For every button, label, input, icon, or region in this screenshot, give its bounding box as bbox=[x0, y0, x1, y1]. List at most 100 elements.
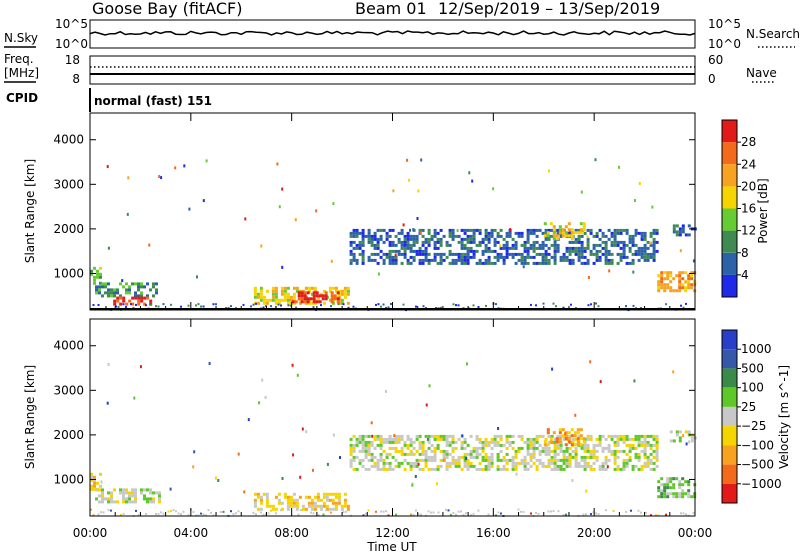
echo-cell bbox=[505, 452, 509, 456]
echo-cell bbox=[487, 249, 491, 253]
echo-cell bbox=[152, 282, 155, 286]
echo-cell bbox=[601, 246, 605, 250]
echo-cell bbox=[675, 430, 679, 434]
echo-cell bbox=[589, 449, 593, 453]
echo-cell bbox=[576, 428, 580, 432]
echo-cell bbox=[589, 464, 593, 468]
echo-cell bbox=[460, 243, 464, 247]
colorbar-segment bbox=[722, 208, 737, 231]
echo-cell bbox=[675, 495, 679, 499]
echo-cell bbox=[367, 255, 371, 259]
echo-cell bbox=[570, 237, 574, 241]
echo-cell bbox=[604, 258, 608, 262]
echo-cell bbox=[496, 258, 500, 262]
echo-cell bbox=[571, 455, 575, 459]
echo-cell bbox=[607, 443, 611, 447]
echo-cell bbox=[262, 306, 265, 309]
echo-cell bbox=[604, 437, 608, 441]
echo-cell bbox=[643, 437, 647, 441]
echo-cell bbox=[487, 513, 490, 516]
echo-cell bbox=[628, 446, 632, 450]
echo-cell bbox=[487, 237, 491, 241]
echo-cell bbox=[672, 439, 676, 443]
echo-cell bbox=[484, 258, 488, 262]
echo-cell bbox=[666, 483, 670, 487]
echo-cell bbox=[259, 501, 263, 505]
echo-cell bbox=[328, 286, 332, 290]
echo-cell bbox=[416, 217, 419, 220]
echo-cell bbox=[690, 283, 694, 287]
echo-cell bbox=[546, 443, 550, 447]
echo-cell bbox=[394, 261, 398, 265]
echo-cell bbox=[418, 443, 422, 447]
echo-cell bbox=[448, 464, 452, 468]
freq-unit-label: [MHz] bbox=[4, 66, 39, 80]
echo-cell bbox=[561, 434, 565, 438]
echo-cell bbox=[187, 514, 190, 517]
echo-cell bbox=[544, 261, 548, 265]
colorbar-segment bbox=[722, 445, 737, 465]
echo-cell bbox=[90, 272, 93, 276]
echo-cell bbox=[499, 244, 502, 248]
echo-cell bbox=[349, 249, 353, 253]
echo-cell bbox=[274, 301, 278, 305]
station-title: Goose Bay (fitACF) bbox=[92, 0, 242, 18]
echo-cell bbox=[541, 258, 545, 262]
echo-cell bbox=[679, 249, 682, 253]
echo-cell bbox=[610, 231, 614, 235]
echo-cell bbox=[478, 452, 482, 456]
echo-cell bbox=[432, 511, 435, 514]
echo-cell bbox=[553, 261, 557, 265]
echo-cell bbox=[643, 434, 647, 438]
echo-cell bbox=[472, 234, 476, 238]
echo-cell bbox=[307, 501, 311, 505]
echo-cell bbox=[487, 261, 491, 265]
echo-cell bbox=[436, 252, 440, 256]
echo-cell bbox=[137, 285, 140, 289]
echo-cell bbox=[477, 509, 480, 512]
echo-cell bbox=[427, 228, 431, 232]
echo-cell bbox=[475, 249, 479, 253]
echo-cell bbox=[466, 464, 470, 468]
echo-cell bbox=[634, 228, 638, 232]
echo-cell bbox=[526, 437, 530, 441]
echo-cell bbox=[669, 477, 673, 481]
echo-cell bbox=[334, 501, 338, 505]
echo-cell bbox=[192, 465, 195, 469]
echo-cell bbox=[477, 306, 480, 308]
echo-cell bbox=[301, 427, 304, 431]
echo-cell bbox=[469, 240, 473, 244]
echo-cell bbox=[549, 437, 553, 441]
echo-cell bbox=[583, 249, 587, 253]
echo-cell bbox=[640, 434, 644, 438]
echo-cell bbox=[286, 504, 290, 508]
echo-cell bbox=[487, 440, 491, 444]
echo-cell bbox=[514, 461, 518, 465]
echo-cell bbox=[571, 449, 575, 453]
echo-cell bbox=[586, 455, 590, 459]
echo-cell bbox=[544, 464, 548, 468]
echo-cell bbox=[367, 258, 371, 262]
echo-cell bbox=[155, 282, 158, 286]
echo-cell bbox=[484, 243, 488, 247]
echo-cell bbox=[98, 291, 101, 295]
echo-cell bbox=[643, 252, 647, 256]
echo-cell bbox=[310, 301, 314, 305]
echo-cell bbox=[315, 209, 318, 213]
echo-cell bbox=[391, 446, 395, 450]
echo-cell bbox=[436, 237, 440, 241]
colorbar-segment bbox=[722, 426, 737, 446]
echo-cell bbox=[478, 437, 482, 441]
echo-cell bbox=[496, 252, 500, 256]
echo-cell bbox=[535, 434, 539, 438]
echo-cell bbox=[622, 249, 626, 253]
echo-cell bbox=[523, 249, 527, 253]
echo-cell bbox=[496, 240, 500, 244]
echo-cell bbox=[675, 477, 679, 481]
echo-cell bbox=[532, 231, 536, 235]
echo-cell bbox=[227, 306, 230, 309]
echo-cell bbox=[346, 504, 350, 508]
echo-cell bbox=[256, 295, 260, 299]
echo-cell bbox=[496, 455, 500, 459]
echo-cell bbox=[472, 449, 476, 453]
